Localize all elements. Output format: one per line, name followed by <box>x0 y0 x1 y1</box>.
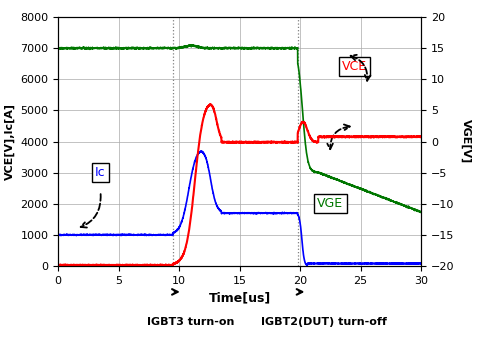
X-axis label: Time[us]: Time[us] <box>209 291 271 304</box>
Text: IGBT2(DUT) turn-off: IGBT2(DUT) turn-off <box>261 317 387 327</box>
Y-axis label: VGE[V]: VGE[V] <box>461 119 471 164</box>
Text: VGE: VGE <box>318 197 343 210</box>
Text: IGBT3 turn-on: IGBT3 turn-on <box>148 317 235 327</box>
Y-axis label: VCE[V],Ic[A]: VCE[V],Ic[A] <box>4 103 15 180</box>
Text: VCE: VCE <box>342 60 367 73</box>
Text: Ic: Ic <box>95 166 106 179</box>
